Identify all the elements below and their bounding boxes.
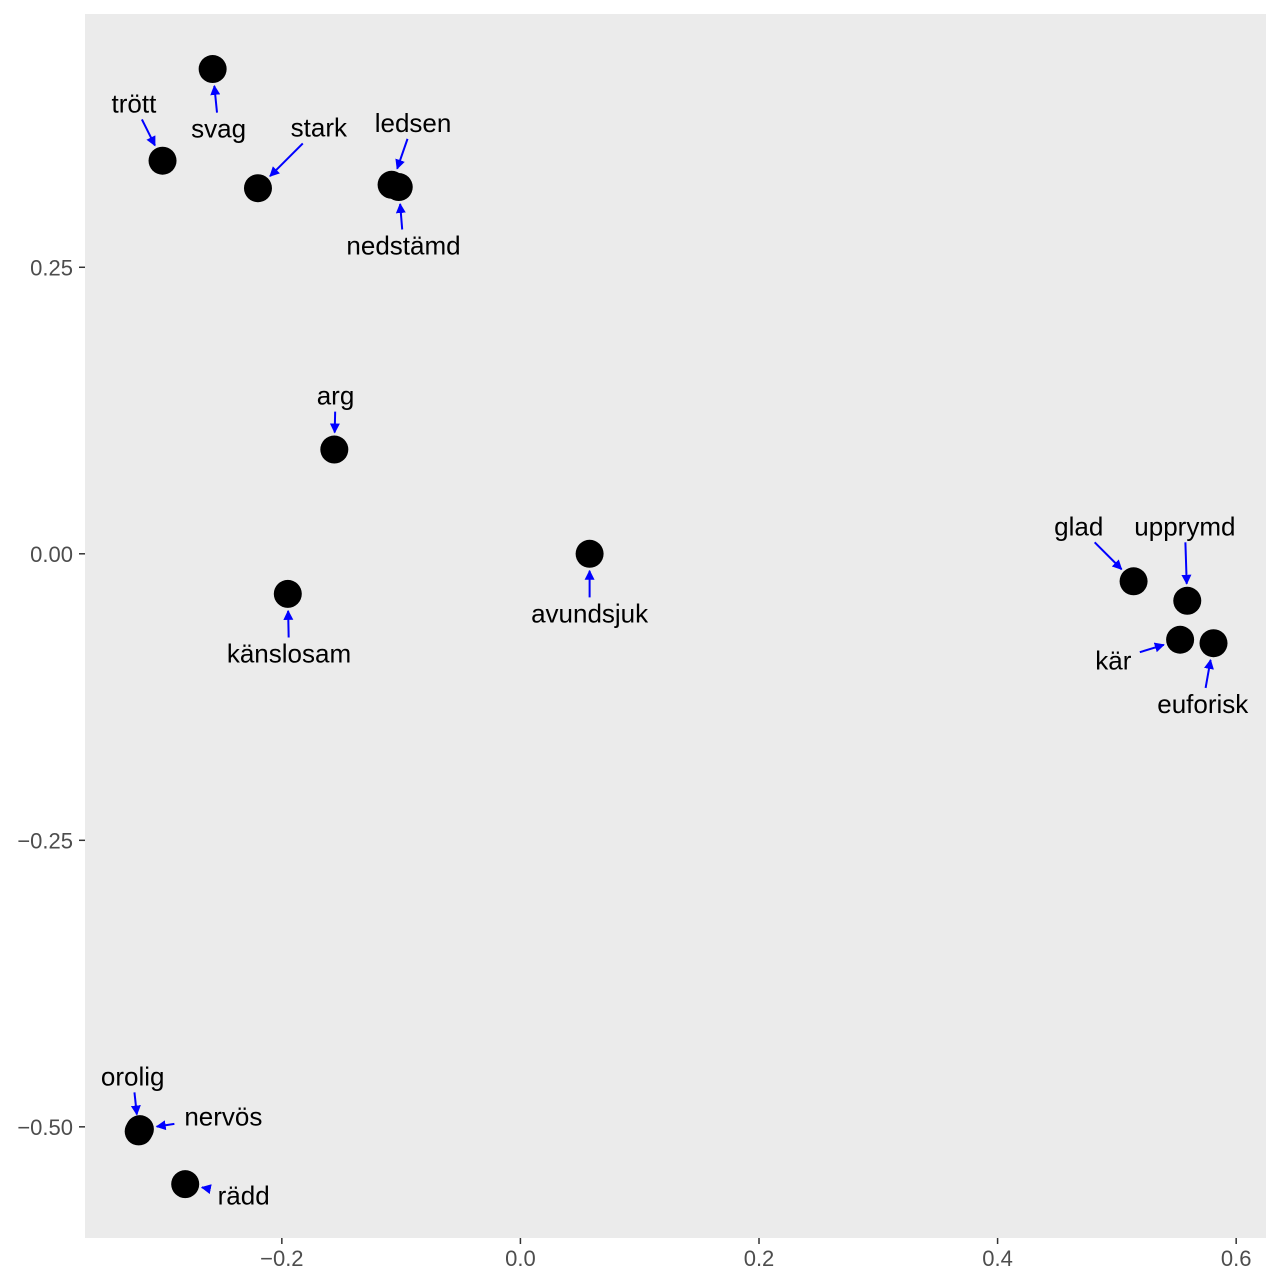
label-nervos: nervös <box>184 1102 262 1132</box>
y-axis: 0.25 0.00 −0.25 −0.50 <box>17 255 85 1140</box>
label-euforisk: euforisk <box>1157 689 1249 719</box>
point-svag <box>198 55 227 84</box>
label-stark: stark <box>291 112 348 142</box>
label-connectors <box>130 84 1214 1195</box>
point-trott <box>148 146 177 175</box>
connector-upprymd <box>1181 542 1192 585</box>
label-kanslosam: känslosam <box>227 639 351 669</box>
label-svag: svag <box>191 114 246 144</box>
x-tick-label: 0.2 <box>744 1246 775 1271</box>
label-trott: trött <box>112 88 158 118</box>
connector-orolig <box>130 1092 141 1116</box>
point-labels: trött svag stark ledsen nedstämd arg känslosam… <box>101 88 1249 1210</box>
plot-panel <box>85 14 1266 1238</box>
x-tick-label: 0.6 <box>1221 1246 1252 1271</box>
point-avundsjuk <box>575 539 604 568</box>
point-arg <box>320 435 349 464</box>
label-upprymd: upprymd <box>1134 511 1235 541</box>
connector-kar <box>1139 642 1165 654</box>
x-axis: −0.2 0.0 0.2 0.4 0.6 <box>260 1238 1251 1271</box>
label-ledsen: ledsen <box>375 108 452 138</box>
connector-ledsen <box>395 138 409 170</box>
point-stark <box>243 174 272 203</box>
y-tick-label: 0.25 <box>30 255 73 280</box>
label-arg: arg <box>317 381 355 411</box>
point-nedstamd <box>384 173 413 202</box>
connector-nervos <box>155 1120 175 1131</box>
label-glad: glad <box>1054 511 1103 541</box>
y-tick-label: 0.00 <box>30 542 73 567</box>
connector-stark <box>269 142 304 177</box>
x-tick-label: 0.4 <box>982 1246 1013 1271</box>
connector-svag <box>210 84 221 113</box>
connector-nedstamd <box>395 203 406 230</box>
label-avundsjuk: avundsjuk <box>531 598 649 628</box>
label-nedstamd: nedstämd <box>346 231 460 261</box>
connector-euforisk <box>1204 658 1214 689</box>
y-tick-label: −0.25 <box>17 828 73 853</box>
y-tick-label: −0.50 <box>17 1115 73 1140</box>
connector-glad <box>1093 541 1123 570</box>
label-radd: rädd <box>218 1181 270 1211</box>
point-kar <box>1166 625 1195 654</box>
point-glad <box>1119 567 1148 596</box>
connector-trott <box>141 118 156 147</box>
point-nervos <box>125 1115 154 1144</box>
point-radd <box>171 1170 200 1199</box>
data-points <box>124 55 1228 1199</box>
x-tick-label: −0.2 <box>260 1246 303 1271</box>
x-tick-label: 0.0 <box>505 1246 536 1271</box>
point-euforisk <box>1199 629 1228 658</box>
label-orolig: orolig <box>101 1061 165 1091</box>
point-upprymd <box>1173 586 1202 615</box>
connector-kanslosam <box>283 609 294 638</box>
point-kanslosam <box>273 579 302 608</box>
connector-radd <box>200 1184 212 1195</box>
label-kar: kär <box>1095 645 1131 675</box>
